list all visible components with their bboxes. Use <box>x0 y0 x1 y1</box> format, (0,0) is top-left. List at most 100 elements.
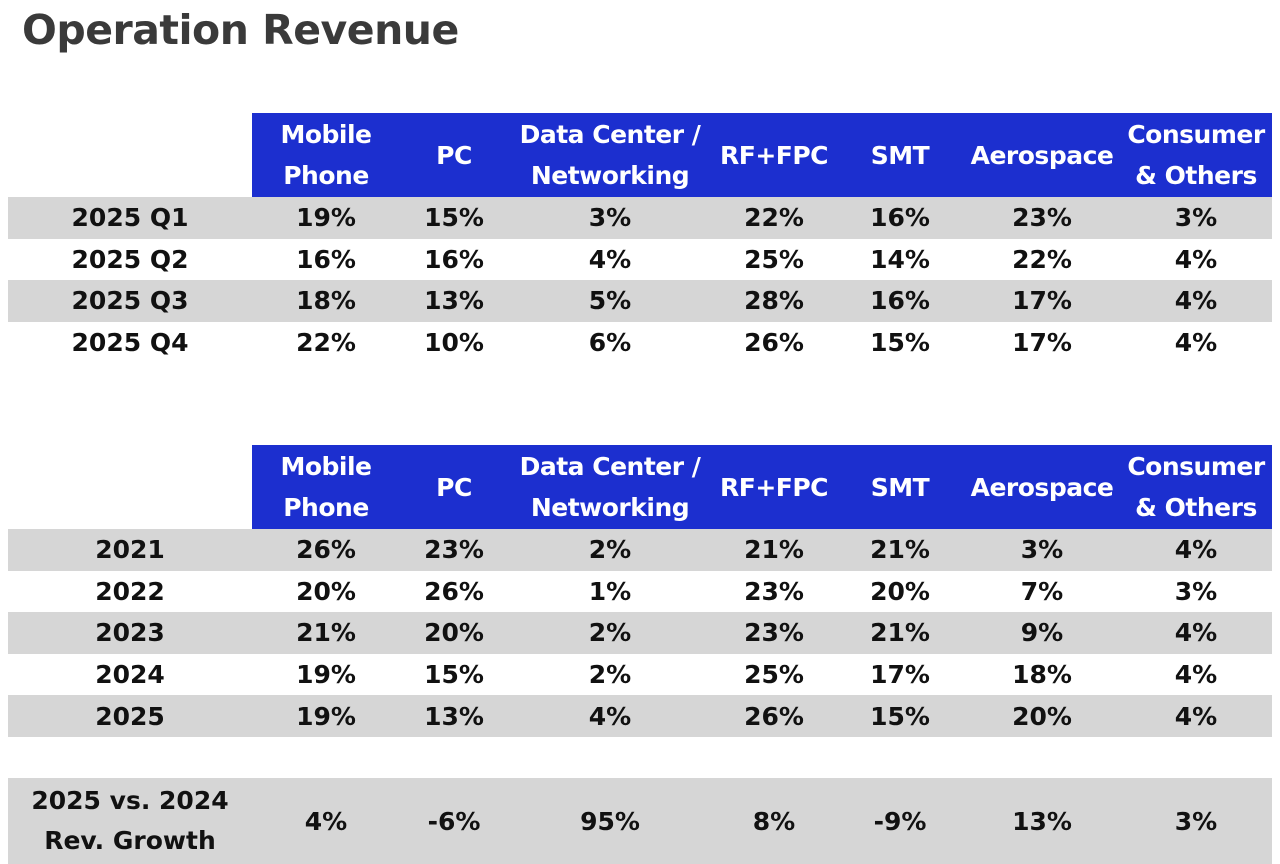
cell-value: 23% <box>744 576 804 606</box>
cell-value: 26% <box>744 328 804 358</box>
header-pc: PC <box>400 445 508 529</box>
cell-value: 3% <box>964 529 1120 571</box>
cell-value: 25% <box>744 244 804 274</box>
table-header-row: Mobile Phone PC Data Center / Networking R… <box>8 445 1272 529</box>
row-label: 2025 Q3 <box>8 280 252 322</box>
cell-value: 3% <box>508 197 712 239</box>
cell-value: 4% <box>1120 612 1272 654</box>
table-row: 2021 26% 23% 2% 21% 21% 3% 4% <box>8 529 1272 571</box>
header-pc: PC <box>400 113 508 197</box>
header-rf-fpc: RF+FPC <box>712 445 836 529</box>
table-row: 2025 Q2 16% 16% 4% 25% 14% 22% 4% <box>8 239 1272 281</box>
cell-value: 3% <box>1174 576 1218 606</box>
cell-value: 19% <box>296 660 356 690</box>
cell-value: 19% <box>252 695 400 737</box>
row-label: 2021 <box>8 529 252 571</box>
cell-value: 21% <box>252 612 400 654</box>
cell-value: 15% <box>870 328 930 358</box>
cell-value: 14% <box>870 244 930 274</box>
cell-value: 22% <box>296 328 356 358</box>
cell-value: 13% <box>400 280 508 322</box>
row-label: 2022 <box>95 576 165 606</box>
cell-value: 9% <box>964 612 1120 654</box>
cell-value: 21% <box>836 612 964 654</box>
cell-value: 20% <box>964 695 1120 737</box>
cell-value: 17% <box>1012 328 1072 358</box>
header-blank-cell <box>8 113 252 197</box>
header-mobile-phone: Mobile Phone <box>252 113 400 197</box>
cell-value: 23% <box>964 197 1120 239</box>
cell-value: 4% <box>1120 695 1272 737</box>
cell-value: 22% <box>712 197 836 239</box>
cell-value: 22% <box>1012 244 1072 274</box>
cell-value: 2% <box>588 660 632 690</box>
cell-value: 20% <box>400 612 508 654</box>
cell-value: 28% <box>712 280 836 322</box>
cell-value: 2% <box>508 529 712 571</box>
growth-value: 13% <box>964 778 1120 864</box>
growth-value: -9% <box>836 778 964 864</box>
growth-value: 8% <box>712 778 836 864</box>
cell-value: 16% <box>424 244 484 274</box>
header-smt: SMT <box>836 445 964 529</box>
cell-value: 21% <box>836 529 964 571</box>
cell-value: 18% <box>1012 660 1072 690</box>
row-label: 2025 Q4 <box>71 328 189 358</box>
row-label: 2024 <box>95 660 165 690</box>
cell-value: 26% <box>712 695 836 737</box>
cell-value: 3% <box>1120 197 1272 239</box>
cell-value: 17% <box>870 660 930 690</box>
cell-value: 4% <box>588 244 632 274</box>
cell-value: 15% <box>400 197 508 239</box>
cell-value: 10% <box>424 328 484 358</box>
cell-value: 2% <box>508 612 712 654</box>
table-row: 2024 19% 15% 2% 25% 17% 18% 4% <box>8 654 1272 696</box>
cell-value: 4% <box>508 695 712 737</box>
cell-value: 23% <box>712 612 836 654</box>
growth-value: 4% <box>252 778 400 864</box>
growth-value: -6% <box>400 778 508 864</box>
table-row: 2025 Q4 22% 10% 6% 26% 15% 17% 4% <box>8 322 1272 364</box>
cell-value: 4% <box>1120 280 1272 322</box>
annual-revenue-table: Mobile Phone PC Data Center / Networking R… <box>8 445 1272 737</box>
cell-value: 20% <box>870 576 930 606</box>
header-aerospace: Aerospace <box>964 445 1120 529</box>
header-data-center-networking: Data Center / Networking <box>508 445 712 529</box>
cell-value: 16% <box>836 197 964 239</box>
header-aerospace: Aerospace <box>964 113 1120 197</box>
row-label: 2023 <box>8 612 252 654</box>
cell-value: 21% <box>712 529 836 571</box>
cell-value: 13% <box>400 695 508 737</box>
header-data-center-networking: Data Center / Networking <box>508 113 712 197</box>
growth-value: 95% <box>508 778 712 864</box>
revenue-growth-table: 2025 vs. 2024 Rev. Growth 4% -6% 95% 8% -… <box>8 778 1272 864</box>
cell-value: 1% <box>588 576 632 606</box>
cell-value: 17% <box>964 280 1120 322</box>
cell-value: 4% <box>1174 660 1218 690</box>
cell-value: 4% <box>1174 328 1218 358</box>
cell-value: 19% <box>252 197 400 239</box>
cell-value: 25% <box>744 660 804 690</box>
cell-value: 26% <box>252 529 400 571</box>
cell-value: 26% <box>424 576 484 606</box>
growth-row: 2025 vs. 2024 Rev. Growth 4% -6% 95% 8% -… <box>8 778 1272 864</box>
table-header-row: Mobile Phone PC Data Center / Networking R… <box>8 113 1272 197</box>
cell-value: 15% <box>836 695 964 737</box>
table-row: 2025 Q3 18% 13% 5% 28% 16% 17% 4% <box>8 280 1272 322</box>
header-mobile-phone: Mobile Phone <box>252 445 400 529</box>
table-row: 2025 19% 13% 4% 26% 15% 20% 4% <box>8 695 1272 737</box>
cell-value: 20% <box>296 576 356 606</box>
header-smt: SMT <box>836 113 964 197</box>
cell-value: 16% <box>836 280 964 322</box>
cell-value: 16% <box>296 244 356 274</box>
cell-value: 15% <box>424 660 484 690</box>
table-row: 2025 Q1 19% 15% 3% 22% 16% 23% 3% <box>8 197 1272 239</box>
row-label: 2025 Q1 <box>8 197 252 239</box>
growth-row-label: 2025 vs. 2024 Rev. Growth <box>8 778 252 864</box>
cell-value: 4% <box>1120 529 1272 571</box>
cell-value: 6% <box>588 328 632 358</box>
cell-value: 5% <box>508 280 712 322</box>
cell-value: 18% <box>252 280 400 322</box>
page-title: Operation Revenue <box>22 6 459 54</box>
cell-value: 23% <box>400 529 508 571</box>
